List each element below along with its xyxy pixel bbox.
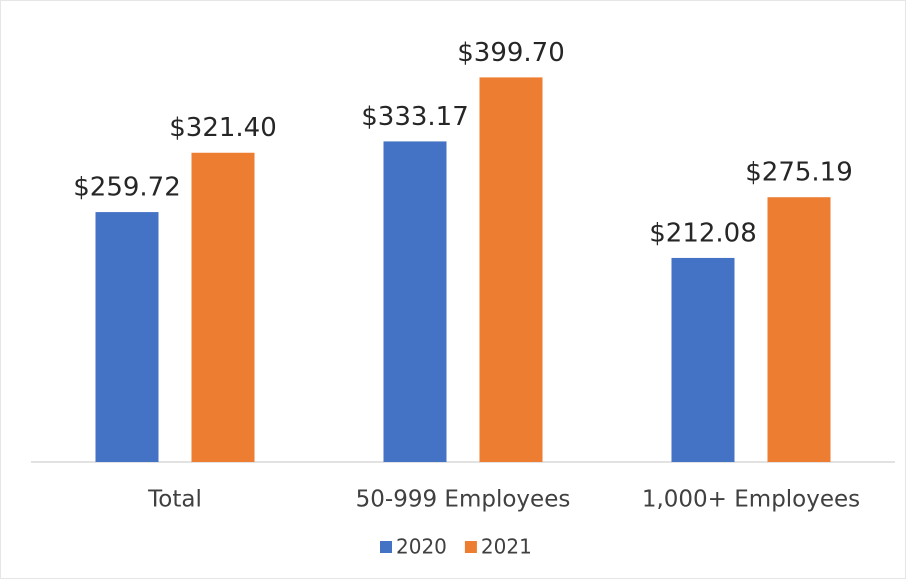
x-tick-label: 1,000+ Employees	[642, 487, 860, 513]
bar	[767, 197, 831, 463]
legend-label: 2020	[396, 535, 447, 559]
bar	[191, 152, 255, 463]
legend-swatch	[464, 541, 477, 553]
data-label: $259.72	[73, 173, 181, 203]
data-label: $212.08	[649, 218, 757, 248]
legend-swatch	[380, 541, 392, 553]
data-label: $399.70	[457, 38, 565, 68]
x-tick-label: 50-999 Employees	[356, 487, 571, 513]
legend-label: 2021	[481, 535, 532, 559]
bar	[479, 77, 543, 462]
bar	[95, 212, 159, 462]
data-label: $275.19	[745, 158, 853, 188]
bar	[671, 257, 735, 462]
x-tick-label: Total	[147, 487, 202, 513]
bar	[383, 141, 447, 462]
data-label: $333.17	[361, 102, 469, 132]
data-label: $321.40	[169, 113, 277, 143]
